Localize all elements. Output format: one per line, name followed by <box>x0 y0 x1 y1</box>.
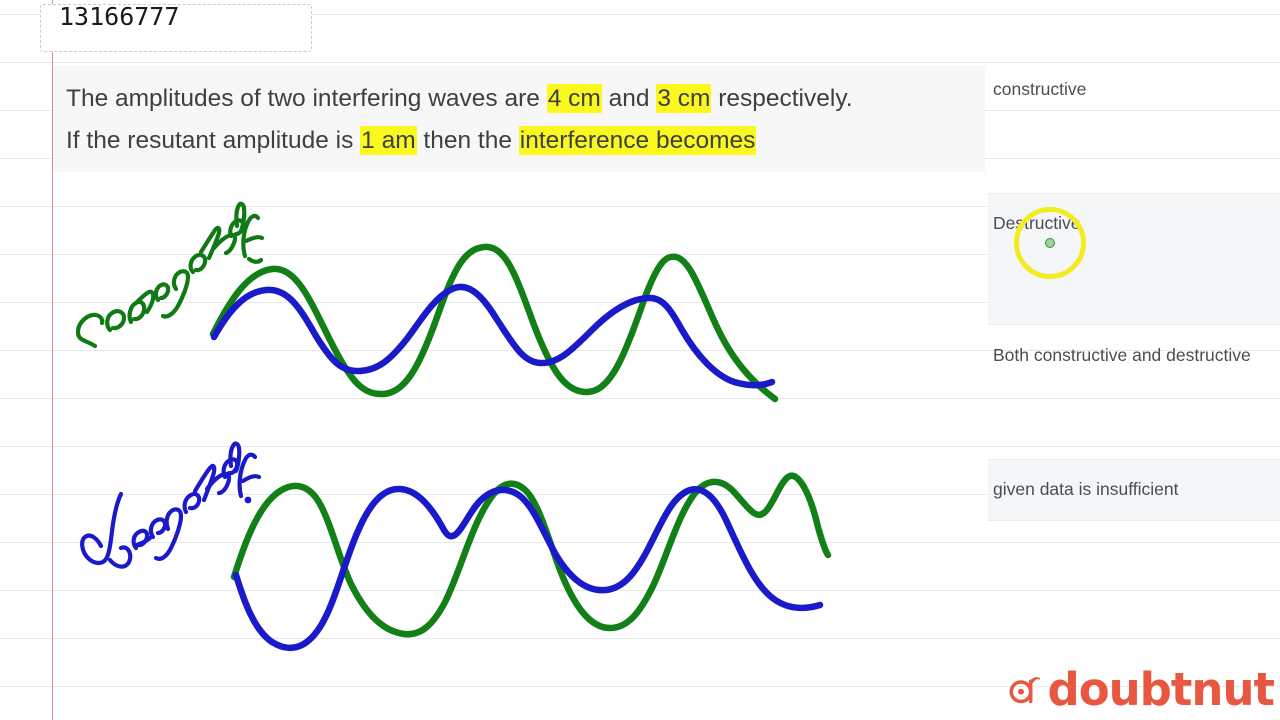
doubtnut-mark-icon <box>1009 677 1041 704</box>
answer-options-list: constructive Destructive Both constructi… <box>988 60 1280 521</box>
answer-option-constructive-label: constructive <box>993 79 1087 99</box>
question-highlight-interference-becomes: interference becomes <box>518 126 757 155</box>
doubtnut-wordmark: doubtnut <box>1047 662 1275 716</box>
question-highlight-3cm: 3 cm <box>656 84 712 113</box>
cursor-pointer-dot-icon <box>1045 238 1055 248</box>
answer-option-insufficient-label: given data is insufficient <box>993 479 1179 499</box>
question-line1-text-1: The amplitudes of two interfering waves … <box>66 85 547 112</box>
question-highlight-1am: 1 am <box>360 126 417 155</box>
question-panel: The amplitudes of two interfering waves … <box>53 66 985 172</box>
answer-option-constructive[interactable]: constructive <box>988 60 1280 192</box>
question-line2-text-1: If the resutant amplitude is <box>66 127 361 154</box>
question-id-text: 13166777 <box>59 4 180 31</box>
question-line1-text-2: and <box>601 85 657 112</box>
question-id-box[interactable]: 13166777 <box>40 4 312 52</box>
doubtnut-logo: doubtnut <box>1008 662 1275 716</box>
answer-option-both[interactable]: Both constructive and destructive <box>988 326 1280 458</box>
question-line-1: The amplitudes of two interfering waves … <box>66 78 971 120</box>
question-highlight-4cm: 4 cm <box>546 84 602 113</box>
answer-option-both-label: Both constructive and destructive <box>993 345 1251 365</box>
cursor-click-ring-icon <box>1014 207 1086 279</box>
answer-option-insufficient[interactable]: given data is insufficient <box>988 459 1280 521</box>
question-line1-text-3: respectively. <box>711 85 853 112</box>
notebook-margin-rule <box>52 0 53 720</box>
question-line-2: If the resutant amplitude is 1 am then t… <box>66 120 971 162</box>
question-line2-text-2: then the <box>416 127 519 154</box>
